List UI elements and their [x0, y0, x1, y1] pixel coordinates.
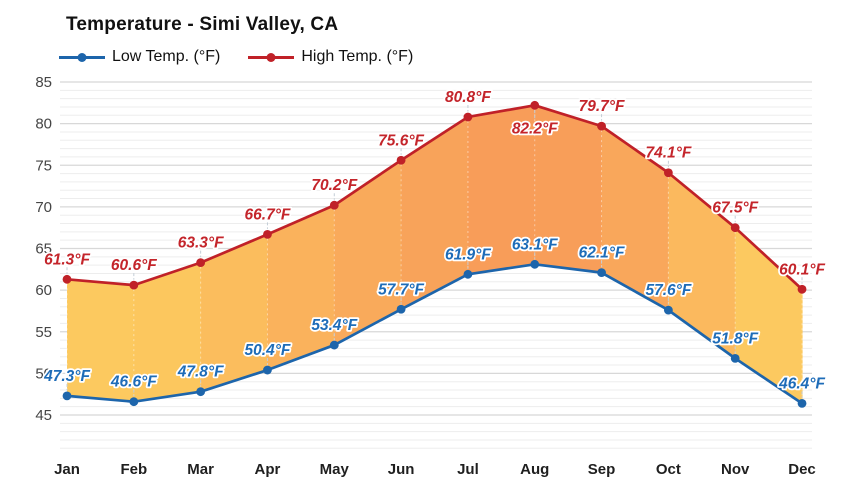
low-temp-point: [797, 398, 807, 408]
high-temp-point: [530, 100, 540, 110]
y-tick-label: 50: [35, 365, 52, 382]
high-temp-point: [329, 200, 339, 210]
high-temp-label: 61.3°F: [44, 251, 90, 268]
legend-item-low: Low Temp. (°F): [59, 48, 220, 66]
low-series-line-icon: [59, 52, 105, 62]
low-temp-line: [65, 262, 804, 405]
high-temp-label: 60.1°F: [779, 261, 825, 278]
low-temp-point: [530, 259, 540, 269]
low-temp-point: [396, 304, 406, 314]
high-temp-label: 79.7°F: [579, 98, 625, 115]
x-tick-label: May: [320, 461, 350, 478]
low-temp-point: [196, 387, 206, 397]
low-temp-point: [663, 305, 673, 315]
x-tick-label: Mar: [187, 461, 214, 478]
fill-segment: [401, 116, 469, 310]
fill-segment: [467, 105, 536, 275]
y-tick-label: 75: [35, 157, 52, 174]
high-temp-label: 60.6°F: [111, 257, 157, 274]
fill-segment: [200, 234, 269, 392]
low-temp-label: 47.3°F: [43, 368, 90, 385]
x-tick-label: Jul: [457, 461, 479, 478]
legend-label-low: Low Temp. (°F): [112, 48, 221, 65]
x-tick-label: Dec: [788, 461, 816, 478]
low-temp-point: [62, 391, 72, 401]
high-temp-label: 82.2°F: [512, 120, 558, 137]
low-temp-point: [730, 353, 740, 363]
high-temp-line: [65, 103, 804, 291]
high-temp-point: [797, 284, 807, 294]
fill-segment: [534, 105, 603, 273]
low-temp-label: 57.7°F: [378, 281, 424, 298]
low-temp-point: [129, 397, 139, 407]
x-tick-label: Sep: [588, 461, 616, 478]
high-temp-label: 75.6°F: [378, 132, 424, 149]
x-tick-label: Apr: [255, 461, 281, 478]
legend-label-high: High Temp. (°F): [301, 48, 414, 65]
high-temp-point: [463, 112, 473, 122]
high-temp-point: [62, 274, 72, 284]
y-tick-label: 80: [35, 116, 52, 133]
low-temp-point: [263, 365, 272, 375]
high-temp-point: [663, 168, 673, 178]
low-temp-label: 57.6°F: [645, 282, 691, 299]
x-tick-label: Feb: [120, 461, 147, 478]
low-temp-label: 51.8°F: [712, 330, 758, 347]
fill-segment: [668, 172, 736, 359]
fill-segment: [67, 279, 135, 402]
high-temp-label: 66.7°F: [245, 206, 291, 223]
low-temp-label: 53.4°F: [311, 317, 357, 334]
high-temp-label: 74.1°F: [645, 145, 691, 162]
high-series-line-icon: [248, 52, 295, 62]
y-tick-label: 85: [35, 74, 52, 91]
high-temp-point: [263, 229, 272, 239]
fill-segment: [735, 227, 803, 404]
low-temp-label: 46.4°F: [778, 375, 825, 392]
fill-segment: [133, 262, 202, 402]
x-tick-label: Jun: [388, 461, 415, 478]
high-temp-point: [396, 155, 406, 165]
x-tick-label: Aug: [520, 461, 549, 478]
low-temp-label: 47.8°F: [177, 364, 224, 381]
low-temp-point: [329, 340, 339, 350]
y-tick-label: 70: [35, 199, 52, 216]
low-temp-label: 63.1°F: [512, 236, 558, 253]
high-temp-point: [597, 121, 606, 131]
high-temp-label: 63.3°F: [178, 235, 224, 252]
fill-segment: [334, 160, 402, 346]
y-tick-label: 60: [35, 282, 52, 299]
x-tick-label: Oct: [656, 461, 681, 478]
x-tick-label: Jan: [54, 461, 80, 478]
high-temp-point: [129, 280, 139, 290]
low-temp-point: [463, 269, 473, 279]
low-temp-point: [597, 268, 606, 278]
low-temp-label: 50.4°F: [245, 342, 291, 359]
chart-title: Temperature - Simi Valley, CA: [66, 14, 339, 35]
low-temp-label: 46.6°F: [110, 374, 157, 391]
chart-legend: Low Temp. (°F) High Temp. (°F): [59, 48, 413, 66]
y-tick-label: 55: [35, 324, 52, 341]
y-tick-label: 65: [35, 241, 52, 258]
x-tick-label: Nov: [721, 461, 750, 478]
fill-segment: [601, 126, 669, 311]
low-temp-label: 61.9°F: [445, 246, 491, 263]
y-tick-label: 45: [35, 407, 52, 424]
high-temp-label: 67.5°F: [712, 200, 758, 217]
fill-segment: [267, 205, 335, 371]
legend-item-high: High Temp. (°F): [248, 48, 413, 66]
high-temp-label: 80.8°F: [445, 89, 491, 106]
high-temp-point: [196, 258, 206, 268]
low-temp-label: 62.1°F: [579, 245, 625, 262]
high-temp-label: 70.2°F: [311, 177, 357, 194]
high-temp-point: [730, 223, 740, 233]
